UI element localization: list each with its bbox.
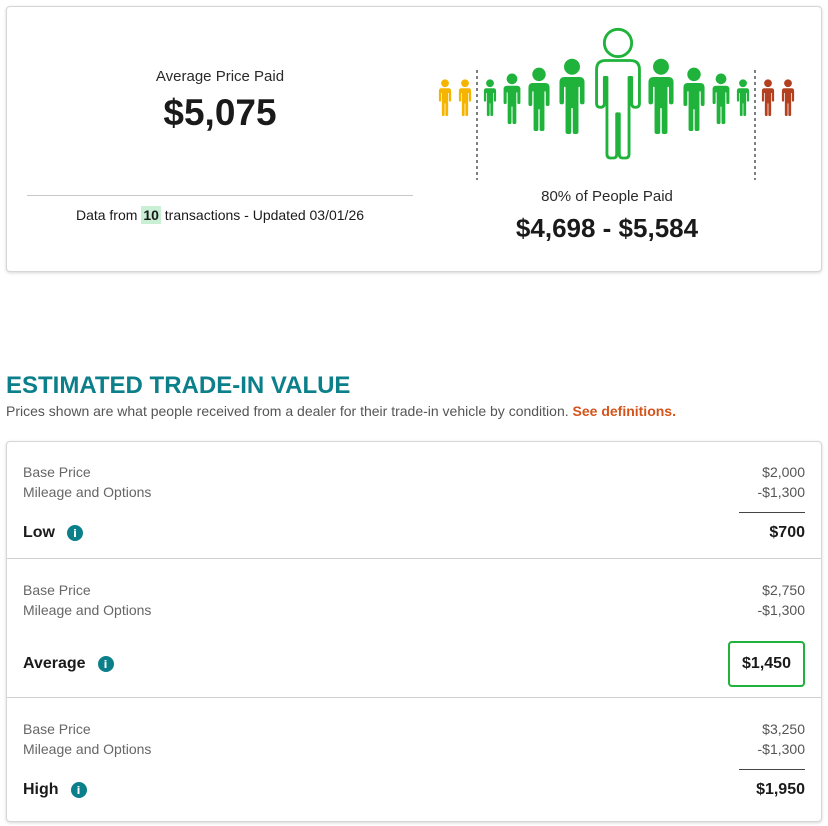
condition-low: Base Price $2,000 Mileage and Options -$…	[7, 442, 821, 559]
mileage-options-label: Mileage and Options	[23, 602, 152, 618]
base-price-label: Base Price	[23, 721, 91, 737]
see-definitions-link[interactable]: See definitions.	[572, 403, 676, 419]
low-trade-in-value: $700	[769, 524, 805, 541]
mileage-options-label: Mileage and Options	[23, 484, 152, 500]
mileage-options-label: Mileage and Options	[23, 741, 152, 757]
price-range-label: 80% of People Paid	[541, 188, 673, 205]
mileage-options-value: -$1,300	[757, 602, 805, 618]
base-price-row: Base Price $3,250	[23, 719, 805, 739]
footnote-prefix: Data from	[75, 207, 138, 223]
subtotal-rule	[739, 769, 805, 770]
price-range-value: $4,698 - $5,584	[515, 213, 699, 243]
condition-name-high: High	[23, 781, 87, 799]
info-icon[interactable]	[70, 782, 87, 798]
subtotal-rule	[739, 512, 805, 513]
subtitle-text: Prices shown are what people received fr…	[6, 403, 569, 419]
base-price-row: Base Price $2,000	[23, 462, 805, 482]
mileage-options-row: Mileage and Options -$1,300	[23, 482, 805, 502]
base-price-label: Base Price	[23, 582, 91, 598]
footnote-suffix: transactions - Updated 03/01/26	[164, 207, 365, 223]
trade-in-heading: ESTIMATED TRADE-IN VALUE	[6, 372, 351, 399]
mileage-options-row: Mileage and Options -$1,300	[23, 739, 805, 759]
condition-name-average: Average	[23, 655, 114, 673]
average-trade-in-value: $1,450	[742, 655, 791, 672]
high-trade-in-value: $1,950	[756, 781, 805, 798]
mileage-options-row: Mileage and Options -$1,300	[23, 600, 805, 620]
summary-divider	[27, 195, 413, 196]
condition-name-low: Low	[23, 524, 83, 542]
trade-in-subtitle: Prices shown are what people received fr…	[6, 402, 676, 420]
highlighted-value-box: $1,450	[728, 641, 805, 687]
base-price-label: Base Price	[23, 464, 91, 480]
high-total-row: High $1,950	[23, 778, 805, 802]
base-price-row: Base Price $2,750	[23, 580, 805, 600]
base-price-value: $2,000	[762, 464, 805, 480]
average-price-value: $5,075	[163, 92, 277, 133]
condition-label: Average	[23, 655, 86, 672]
condition-label: High	[23, 781, 59, 798]
mileage-options-value: -$1,300	[757, 741, 805, 757]
low-total-row: Low $700	[23, 521, 805, 545]
average-total-row: Average $1,450	[23, 641, 805, 687]
condition-average: Base Price $2,750 Mileage and Options -$…	[7, 559, 821, 698]
info-icon[interactable]	[67, 525, 83, 541]
condition-label: Low	[23, 524, 55, 541]
trade-in-card: Base Price $2,000 Mileage and Options -$…	[6, 441, 822, 822]
info-icon[interactable]	[97, 656, 114, 672]
base-price-value: $2,750	[762, 582, 805, 598]
transaction-count-badge: 10	[141, 206, 161, 224]
transactions-footnote: Data from 10 transactions - Updated 03/0…	[27, 205, 413, 225]
base-price-value: $3,250	[762, 721, 805, 737]
condition-high: Base Price $3,250 Mileage and Options -$…	[7, 698, 821, 802]
price-paid-card: Average Price Paid $5,075 Data from 10 t…	[6, 6, 822, 272]
average-price-label: Average Price Paid	[155, 68, 285, 85]
mileage-options-value: -$1,300	[757, 484, 805, 500]
